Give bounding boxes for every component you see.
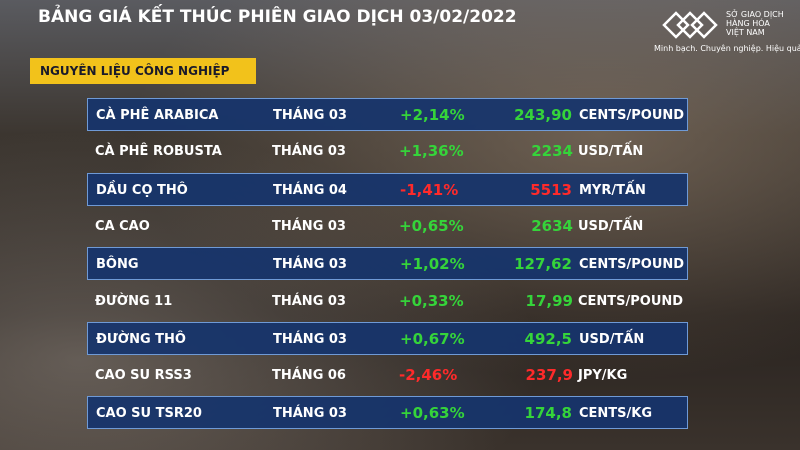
commodity: DẦU CỌ THÔ bbox=[96, 182, 188, 198]
change: +0,63% bbox=[400, 404, 465, 423]
commodity: ĐƯỜNG 11 bbox=[95, 293, 173, 309]
commodity: CA CAO bbox=[95, 218, 150, 234]
price: 174,8 bbox=[524, 404, 572, 423]
contract-month: THÁNG 03 bbox=[272, 218, 346, 234]
contract-month: THÁNG 03 bbox=[273, 257, 347, 273]
unit: USD/TẤN bbox=[578, 218, 644, 234]
logo-line: SỞ GIAO DỊCH bbox=[726, 10, 784, 19]
contract-month: THÁNG 03 bbox=[273, 406, 347, 422]
price: 17,99 bbox=[525, 291, 573, 310]
contract-month: THÁNG 03 bbox=[272, 293, 346, 309]
logo-line: HÀNG HÓA bbox=[726, 19, 770, 28]
commodity: ĐƯỜNG THÔ bbox=[96, 331, 186, 347]
unit: USD/TẤN bbox=[578, 144, 644, 160]
table-row: ĐƯỜNG THÔ THÁNG 03 +0,67% 492,5 USD/TẤN bbox=[87, 321, 688, 355]
unit: CENTS/KG bbox=[579, 406, 653, 422]
contract-month: THÁNG 04 bbox=[273, 182, 347, 198]
contract-month: THÁNG 03 bbox=[273, 108, 347, 123]
section-label: NGUYÊN LIỆU CÔNG NGHIỆP bbox=[30, 58, 256, 84]
commodity: CÀ PHÊ ROBUSTA bbox=[95, 144, 222, 160]
table-row: CÀ PHÊ ROBUSTA THÁNG 03 +1,36% 2234 USD/TẤN bbox=[87, 135, 688, 168]
change: +0,67% bbox=[400, 329, 465, 348]
table-row: CÀ PHÊ ARABICA THÁNG 03 +2,14% 243,90 CENTS/… bbox=[87, 98, 688, 131]
price: 243,90 bbox=[514, 106, 572, 124]
unit: MYR/TẤN bbox=[579, 182, 646, 198]
price: 492,5 bbox=[524, 329, 572, 348]
tagline: Minh bạch. Chuyên nghiệp. Hiệu quả bbox=[654, 44, 800, 53]
change: +2,14% bbox=[400, 106, 465, 124]
logo-line: VIỆT NAM bbox=[726, 28, 765, 37]
unit: CENTS/POUND bbox=[579, 108, 685, 123]
table-row: CAO SU TSR20 THÁNG 03 +0,63% 174,8 CENTS/KG bbox=[87, 396, 688, 430]
price: 127,62 bbox=[514, 255, 572, 274]
unit: CENTS/POUND bbox=[578, 293, 684, 309]
change: +1,02% bbox=[400, 255, 465, 274]
unit: JPY/KG bbox=[578, 368, 628, 384]
change: +0,65% bbox=[399, 216, 464, 235]
logo-mark bbox=[662, 11, 718, 39]
change: -2,46% bbox=[399, 366, 458, 385]
price: 237,9 bbox=[525, 366, 573, 385]
change: -1,41% bbox=[400, 180, 459, 199]
change: +1,36% bbox=[399, 142, 464, 161]
table-row: ĐƯỜNG 11 THÁNG 03 +0,33% 17,99 CENTS/POUND bbox=[87, 285, 688, 318]
unit: CENTS/POUND bbox=[579, 257, 685, 273]
change: +0,33% bbox=[399, 291, 464, 310]
commodity: CAO SU TSR20 bbox=[96, 406, 202, 422]
price: 2634 bbox=[531, 216, 573, 235]
commodity: BÔNG bbox=[96, 257, 139, 273]
unit: USD/TẤN bbox=[579, 331, 645, 347]
table-row: DẦU CỌ THÔ THÁNG 04 -1,41% 5513 MYR/TẤN bbox=[87, 172, 688, 206]
commodity: CÀ PHÊ ARABICA bbox=[96, 108, 219, 123]
table-row: BÔNG THÁNG 03 +1,02% 127,62 CENTS/POUND bbox=[87, 247, 688, 281]
contract-month: THÁNG 06 bbox=[272, 368, 346, 384]
price: 5513 bbox=[530, 180, 572, 199]
table-row: CA CAO THÁNG 03 +0,65% 2634 USD/TẤN bbox=[87, 210, 688, 243]
contract-month: THÁNG 03 bbox=[273, 331, 347, 347]
commodity: CAO SU RSS3 bbox=[95, 368, 192, 384]
title: BẢNG GIÁ KẾT THÚC PHIÊN GIAO DỊCH 03/02/… bbox=[38, 7, 517, 27]
table-row: CAO SU RSS3 THÁNG 06 -2,46% 237,9 JPY/KG bbox=[87, 359, 688, 392]
price: 2234 bbox=[531, 142, 573, 161]
contract-month: THÁNG 03 bbox=[272, 144, 346, 160]
